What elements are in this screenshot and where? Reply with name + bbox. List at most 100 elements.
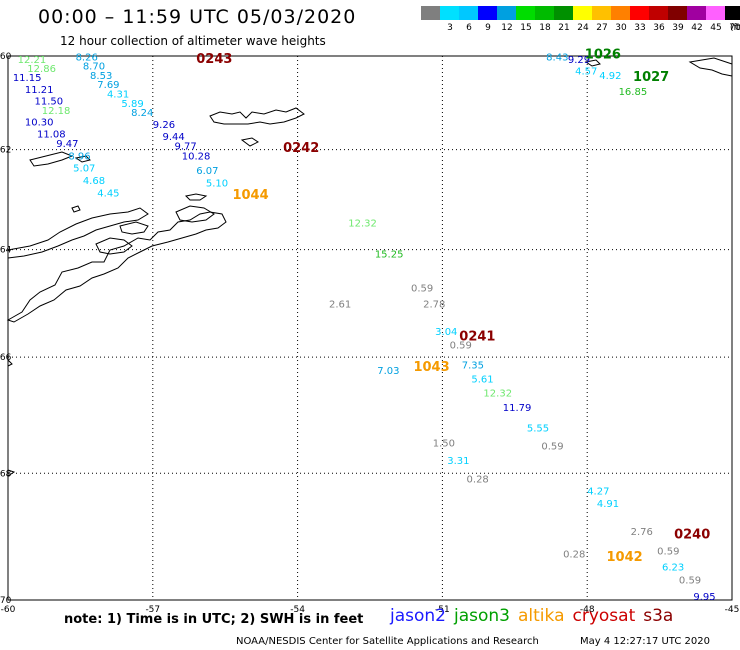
scale-label: 6 [466, 23, 472, 33]
scale-label: 39 [672, 23, 684, 33]
coastline [29, 151, 74, 167]
swh-value: 0.59 [541, 441, 563, 452]
page-subtitle: 12 hour collection of altimeter wave hei… [60, 34, 326, 48]
swh-value: 11.21 [25, 85, 54, 96]
swh-value: 12.18 [42, 106, 71, 117]
swh-value: 11.15 [13, 73, 42, 84]
pass-time-label: 1044 [232, 188, 268, 203]
scale-label: 70 [729, 23, 740, 33]
scale-label: 12 [501, 23, 513, 33]
scale-swatch [421, 6, 440, 20]
swh-value: 4.31 [107, 89, 129, 100]
lat-tick-label: -60 [0, 52, 12, 62]
lat-tick-label: -66 [0, 353, 12, 363]
scale-swatch [611, 6, 630, 20]
swh-value: 15.25 [375, 249, 404, 260]
credit-text: NOAA/NESDIS Center for Satellite Applica… [236, 636, 539, 647]
scale-swatch [725, 6, 740, 20]
scale-swatch [440, 6, 459, 20]
swh-value: 7.03 [377, 366, 399, 377]
scale-label: 9 [485, 23, 491, 33]
pass-time-label: 0240 [674, 527, 710, 542]
coastline [209, 107, 305, 125]
coastline [119, 221, 149, 235]
swh-value: 0.28 [563, 550, 585, 561]
coastline [71, 205, 81, 213]
coastline [175, 205, 215, 223]
swh-value: 0.59 [679, 576, 701, 587]
swh-value: 12.32 [483, 389, 512, 400]
lon-tick-label: -51 [435, 605, 450, 615]
swh-value: 8.70 [83, 62, 105, 73]
swh-value: 0.59 [450, 341, 472, 352]
swh-value: 5.61 [471, 374, 493, 385]
swh-value: 7.69 [97, 80, 119, 91]
pass-time-label: 1043 [413, 360, 449, 375]
swh-value: 8.24 [131, 108, 153, 119]
swh-value: 2.78 [423, 300, 445, 311]
coastline [240, 137, 259, 147]
coastline [584, 59, 601, 67]
swh-value: 5.89 [121, 99, 143, 110]
swh-value: 8.26 [76, 53, 98, 64]
swh-value: 9.47 [56, 139, 78, 150]
swh-value: 12.32 [348, 219, 377, 230]
note-text: note: 1) Time is in UTC; 2) SWH is in fe… [64, 612, 364, 627]
scale-label: 21 [558, 23, 570, 33]
scale-swatch [573, 6, 592, 20]
scale-swatch [478, 6, 497, 20]
coastline [74, 155, 91, 163]
swh-value: 7.35 [462, 360, 484, 371]
coastline [184, 193, 208, 201]
swh-value: 9.77 [175, 142, 197, 153]
scale-swatch [649, 6, 668, 20]
swh-value: 9.95 [693, 592, 715, 603]
lat-tick-label: -70 [0, 596, 12, 606]
coastline [6, 211, 227, 323]
scale-label: 18 [539, 23, 551, 33]
legend-jason2: jason2 [390, 606, 446, 626]
lat-tick-label: -64 [0, 246, 12, 256]
swh-value: 10.28 [182, 151, 211, 162]
pass-time-label: 0243 [196, 52, 232, 67]
swh-value: 12.21 [18, 55, 47, 66]
swh-value: 2.76 [631, 527, 653, 538]
scale-swatch [706, 6, 725, 20]
swh-value: 11.50 [35, 96, 64, 107]
scale-label: 24 [577, 23, 589, 33]
lon-tick-label: -48 [580, 605, 595, 615]
swh-value: 0.28 [467, 474, 489, 485]
swh-value: 8.43 [546, 53, 568, 64]
pass-time-label: 0242 [283, 141, 319, 156]
swh-value: 9.44 [162, 132, 184, 143]
scale-swatch [592, 6, 611, 20]
swh-value: 10.30 [25, 118, 54, 129]
lon-tick-label: -60 [1, 605, 16, 615]
pass-time-label: 0241 [459, 329, 495, 344]
scale-swatch [554, 6, 573, 20]
scale-swatch [535, 6, 554, 20]
coastline [7, 207, 149, 259]
scale-swatch [459, 6, 478, 20]
scale-swatch [630, 6, 649, 20]
coastline [7, 359, 13, 367]
swh-value: 4.45 [97, 188, 119, 199]
swh-value: 9.26 [153, 120, 175, 131]
pass-time-label: 1026 [585, 47, 621, 62]
satellite-legend: jason2 jason3 altika cryosat s3a [390, 606, 681, 626]
scale-swatch [516, 6, 535, 20]
pass-time-label: 1042 [607, 550, 643, 565]
coastline [7, 469, 16, 477]
swh-value: 11.08 [37, 130, 66, 141]
swh-value: 3.04 [435, 327, 457, 338]
swh-value: 16.85 [619, 87, 648, 98]
lon-tick-label: -45 [725, 605, 740, 615]
legend-jason3: jason3 [454, 606, 510, 626]
swh-value: 2.61 [329, 300, 351, 311]
scale-label: 45 [710, 23, 722, 33]
coastline [688, 57, 733, 77]
scale-label: 15 [520, 23, 532, 33]
swh-value: 6.07 [196, 166, 218, 177]
swh-value: 6.23 [662, 562, 684, 573]
